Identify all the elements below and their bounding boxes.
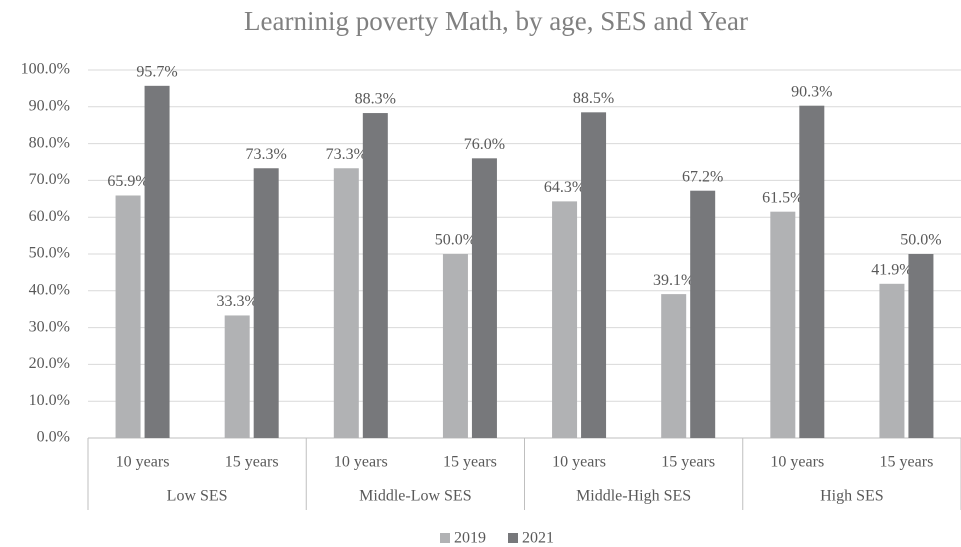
data-label: 73.3% (326, 146, 367, 163)
data-label: 67.2% (682, 168, 723, 185)
y-tick-label: 50.0% (29, 245, 70, 262)
y-tick-label: 70.0% (29, 171, 70, 188)
bar (144, 85, 170, 438)
data-label: 76.0% (464, 136, 505, 153)
x-tick-label: 15 years (880, 454, 934, 471)
y-tick-label: 60.0% (29, 208, 70, 225)
chart-title: Learninig poverty Math, by age, SES and … (244, 6, 748, 36)
legend-swatch (440, 533, 450, 543)
data-label: 64.3% (544, 179, 585, 196)
y-tick-label: 80.0% (29, 134, 70, 151)
data-label: 65.9% (107, 173, 148, 190)
bar (552, 201, 578, 438)
data-label: 73.3% (246, 146, 287, 163)
bar (908, 254, 934, 438)
data-label: 39.1% (653, 272, 694, 289)
data-label: 50.0% (435, 232, 476, 249)
y-tick-label: 90.0% (29, 97, 70, 114)
data-label: 88.5% (573, 90, 614, 107)
data-label: 41.9% (871, 261, 912, 278)
group-label: Low SES (167, 488, 228, 505)
bar (442, 254, 468, 438)
data-label: 33.3% (217, 293, 258, 310)
bar (224, 315, 250, 438)
bar (333, 168, 359, 439)
bar (362, 113, 388, 438)
x-tick-label: 15 years (443, 454, 497, 471)
bar (253, 168, 279, 439)
y-tick-label: 100.0% (21, 61, 70, 78)
bar (581, 112, 607, 438)
bar (879, 283, 905, 438)
legend-label: 2021 (522, 530, 554, 547)
bar (471, 158, 497, 438)
bar (770, 211, 796, 438)
group-label: Middle-High SES (576, 488, 691, 505)
y-tick-label: 20.0% (29, 355, 70, 372)
data-label: 61.5% (762, 189, 803, 206)
x-tick-label: 15 years (661, 454, 715, 471)
x-tick-label: 15 years (225, 454, 279, 471)
x-tick-label: 10 years (770, 454, 824, 471)
y-tick-label: 30.0% (29, 318, 70, 335)
bar (690, 190, 716, 438)
x-tick-label: 10 years (334, 454, 388, 471)
x-tick-label: 10 years (552, 454, 606, 471)
data-label: 50.0% (900, 232, 941, 249)
bar (799, 105, 825, 439)
bar (661, 294, 687, 438)
legend-label: 2019 (454, 530, 486, 547)
group-label: High SES (820, 488, 884, 505)
y-tick-label: 40.0% (29, 281, 70, 298)
data-label: 90.3% (791, 83, 832, 100)
x-tick-label: 10 years (116, 454, 170, 471)
group-label: Middle-Low SES (359, 488, 471, 505)
legend-swatch (508, 533, 518, 543)
y-tick-label: 0.0% (37, 429, 70, 446)
data-label: 88.3% (355, 91, 396, 108)
data-label: 95.7% (136, 63, 177, 80)
y-tick-label: 10.0% (29, 392, 70, 409)
bar (115, 195, 141, 438)
